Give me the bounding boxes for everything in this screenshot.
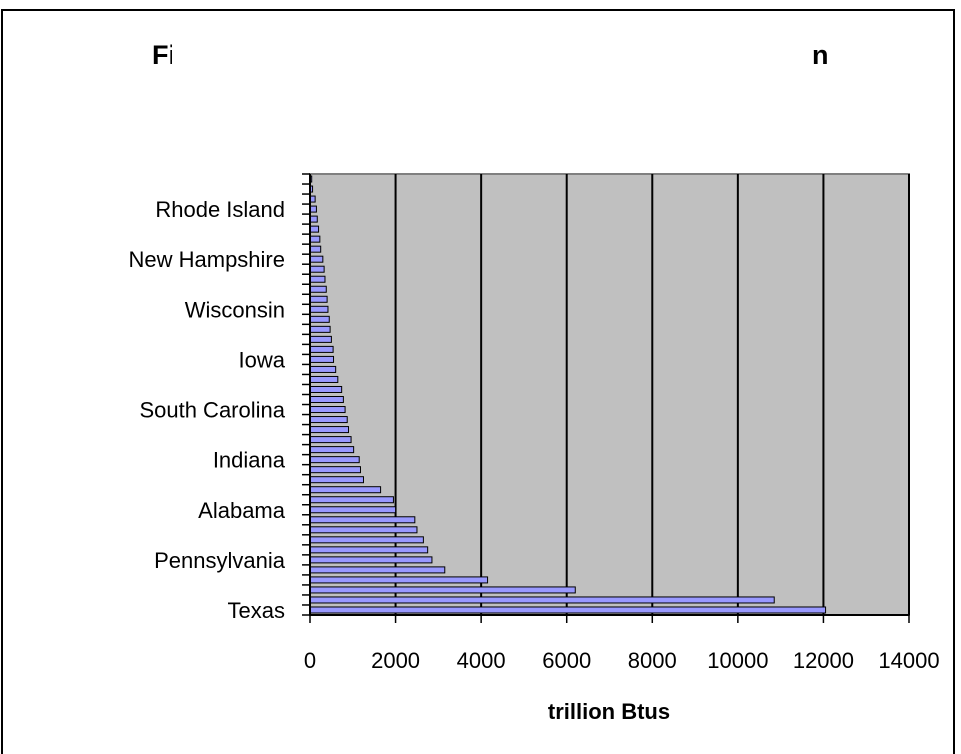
bar [309,416,348,424]
bar [309,365,337,373]
bar [309,496,394,504]
bar [309,265,325,273]
x-tick-label: 2000 [371,648,420,673]
bar [309,486,382,494]
y-tick-label: Rhode Island [155,197,285,222]
chart-title-fragment-right: n [812,40,829,70]
bar [309,305,329,313]
bar [309,576,489,584]
y-tick-label: New Hampshire [129,247,286,272]
bar [309,446,355,454]
bar [309,215,318,223]
bar [309,295,328,303]
y-tick-label: Iowa [239,347,286,372]
bar [309,225,320,233]
bar [309,385,343,393]
x-tick-label: 14000 [878,648,939,673]
y-tick-label: Alabama [198,498,286,523]
bar [309,406,346,414]
bar [309,606,827,614]
bar [309,556,433,564]
x-tick-label: 12000 [793,648,854,673]
bar [309,516,416,524]
y-tick-label: Texas [228,598,285,623]
bar [309,325,331,333]
bar [309,526,418,534]
x-tick-label: 8000 [628,648,677,673]
bar [309,285,327,293]
bar [309,315,330,323]
bar [309,396,344,404]
bar [309,255,324,263]
bar [309,476,364,484]
bar [309,335,332,343]
title-occlusion [172,34,804,76]
bar [309,536,424,544]
x-tick-label: 0 [304,648,316,673]
bar [309,375,339,383]
x-axis-title: trillion Btus [548,699,670,724]
bar [309,355,335,363]
bar [309,456,360,464]
bar [309,466,361,474]
y-tick-label: Indiana [213,448,286,473]
bar [309,506,397,514]
bar [309,345,334,353]
bar [309,245,322,253]
y-tick-label: Wisconsin [185,297,285,322]
bar [309,566,446,574]
bar [309,586,576,594]
bar [309,436,352,444]
x-tick-label: 4000 [457,648,506,673]
y-tick-label: South Carolina [139,398,285,423]
y-tick-label: Pennsylvania [154,548,286,573]
bar [309,426,350,434]
x-tick-label: 10000 [707,648,768,673]
bar [309,596,775,604]
bar [309,235,321,243]
x-tick-label: 6000 [542,648,591,673]
bar [309,546,429,554]
bar [309,275,326,283]
